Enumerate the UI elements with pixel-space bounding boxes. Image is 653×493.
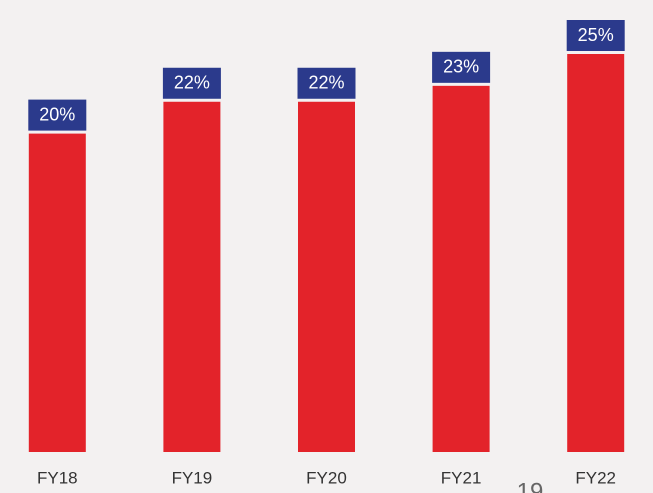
page-number: 19 xyxy=(517,478,544,493)
bar xyxy=(163,101,221,452)
value-label: 25% xyxy=(578,25,614,45)
x-tick-label: FY22 xyxy=(575,468,616,487)
value-label: 22% xyxy=(174,73,210,93)
bar xyxy=(432,85,490,452)
bar xyxy=(567,54,625,452)
value-label-box xyxy=(162,67,221,99)
bar xyxy=(298,101,355,452)
bar xyxy=(28,133,86,452)
value-label: 22% xyxy=(308,73,344,93)
x-tick-label: FY20 xyxy=(306,468,347,487)
value-label: 20% xyxy=(39,104,75,124)
value-label-box xyxy=(566,20,625,51)
value-label-box xyxy=(28,99,87,131)
value-label-box xyxy=(297,67,356,99)
x-tick-label: FY18 xyxy=(37,468,78,487)
x-tick-label: FY19 xyxy=(172,468,213,487)
value-label: 23% xyxy=(443,57,479,77)
value-label-box xyxy=(432,51,491,83)
x-tick-label: FY21 xyxy=(441,468,482,487)
